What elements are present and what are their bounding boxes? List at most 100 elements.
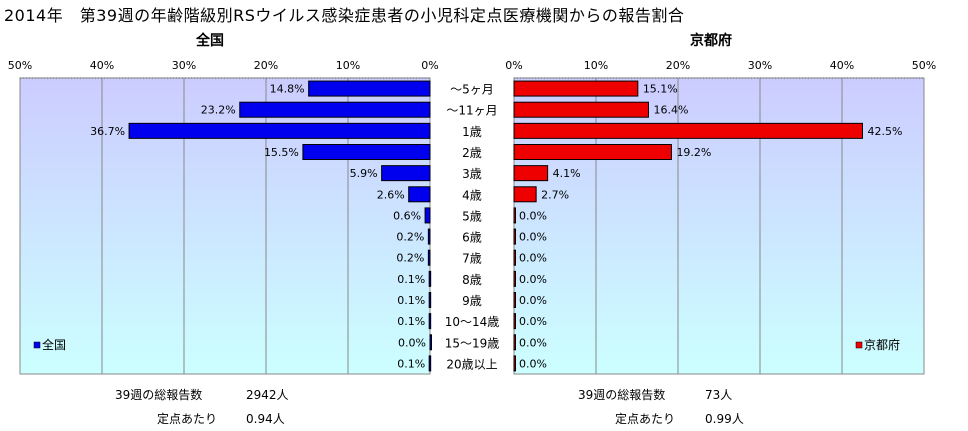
right-bar [513,165,549,182]
category-label: ～5ヶ月 [450,83,494,97]
category-label: 10～14歳 [445,315,500,329]
left-total-value: 2942人 [246,388,289,402]
right-total-value: 73人 [705,388,733,402]
category-label: 5歳 [462,209,482,223]
left-data-label: 0.0% [398,336,426,349]
category-label: 3歳 [462,167,482,181]
left-tick-label: 50% [8,59,32,72]
right-bar [513,313,516,330]
right-data-label: 0.0% [519,357,547,370]
left-bar [308,80,431,97]
left-data-label: 23.2% [201,104,236,117]
left-per-label: 定点あたり [157,412,218,426]
left-per-value: 0.94人 [246,412,285,426]
right-data-label: 0.0% [519,252,547,265]
left-data-label: 36.7% [90,125,125,138]
left-data-label: 2.6% [377,188,405,201]
left-bar [408,186,431,203]
right-data-label: 0.0% [519,294,547,307]
right-data-label: 15.1% [643,83,678,96]
right-tick-label: 20% [666,59,690,72]
right-bar [513,355,516,372]
category-label: 20歳以上 [446,357,497,371]
left-tick-label: 0% [421,59,438,72]
left-tick-label: 40% [90,59,114,72]
right-bar [513,186,537,203]
right-bar [513,80,639,97]
left-data-label: 0.1% [397,273,425,286]
right-per-value: 0.99人 [705,412,744,426]
right-legend-swatch [855,341,863,349]
category-label: ～11ヶ月 [446,104,497,118]
right-bar [513,334,516,351]
left-bar [239,101,431,118]
right-data-label: 0.0% [519,336,547,349]
right-data-label: 0.0% [519,273,547,286]
left-chart-title: 全国 [196,33,224,49]
category-label: 8歳 [462,273,482,287]
right-bar [513,249,516,266]
left-legend-swatch [33,341,41,349]
category-label: 4歳 [462,188,482,202]
left-data-label: 0.6% [393,209,421,222]
left-data-label: 15.5% [264,146,299,159]
right-bar [513,270,516,287]
left-bar [428,292,432,308]
right-bar [513,228,516,245]
right-bar [513,144,672,160]
right-chart-title: 京都府 [690,33,732,49]
category-label: 1歳 [462,125,482,139]
left-bar [424,207,431,224]
left-data-label: 0.1% [397,294,425,307]
category-label: 6歳 [462,231,482,245]
right-plot-area [514,78,924,374]
left-bar [428,270,432,287]
right-data-label: 2.7% [541,188,569,201]
right-data-label: 0.0% [519,231,547,244]
left-bar [302,144,431,160]
left-tick-label: 10% [336,59,360,72]
right-data-label: 16.4% [653,104,688,117]
right-bar [513,122,863,139]
left-data-label: 0.2% [396,252,424,265]
left-data-label: 5.9% [350,167,378,180]
left-total-label: 39週の総報告数 [115,388,203,402]
right-legend-label: 京都府 [864,337,900,352]
left-bar [381,165,431,182]
left-bar [428,355,432,372]
right-tick-label: 40% [830,59,854,72]
right-data-label: 0.0% [519,209,547,222]
page-title: 2014年 第39週の年齢階級別RSウイルス感染症患者の小児科定点医療機関からの… [4,6,685,25]
right-data-label: 19.2% [676,146,711,159]
right-data-label: 4.1% [553,167,581,180]
right-tick-label: 10% [584,59,608,72]
right-data-label: 0.0% [519,315,547,328]
left-bar [428,313,432,330]
right-bar [513,101,649,118]
right-data-label: 42.5% [868,125,903,138]
category-label: 2歳 [462,146,482,160]
left-data-label: 0.2% [396,231,424,244]
category-label: 15～19歳 [445,336,500,350]
left-data-label: 14.8% [270,83,305,96]
left-bar [128,122,431,139]
right-total-label: 39週の総報告数 [578,388,666,402]
category-label: 7歳 [462,252,482,266]
left-legend-label: 全国 [42,337,66,352]
left-data-label: 0.1% [397,315,425,328]
right-tick-label: 50% [912,59,936,72]
left-bar [427,228,431,245]
left-bar [427,249,431,266]
left-bar [429,334,432,351]
left-plot-area [20,78,430,374]
left-data-label: 0.1% [397,357,425,370]
right-bar [513,292,516,308]
right-per-label: 定点あたり [615,412,676,426]
left-tick-label: 20% [254,59,278,72]
right-bar [513,207,516,224]
left-tick-label: 30% [172,59,196,72]
right-tick-label: 30% [748,59,772,72]
right-tick-label: 0% [505,59,522,72]
category-label: 9歳 [462,294,482,308]
